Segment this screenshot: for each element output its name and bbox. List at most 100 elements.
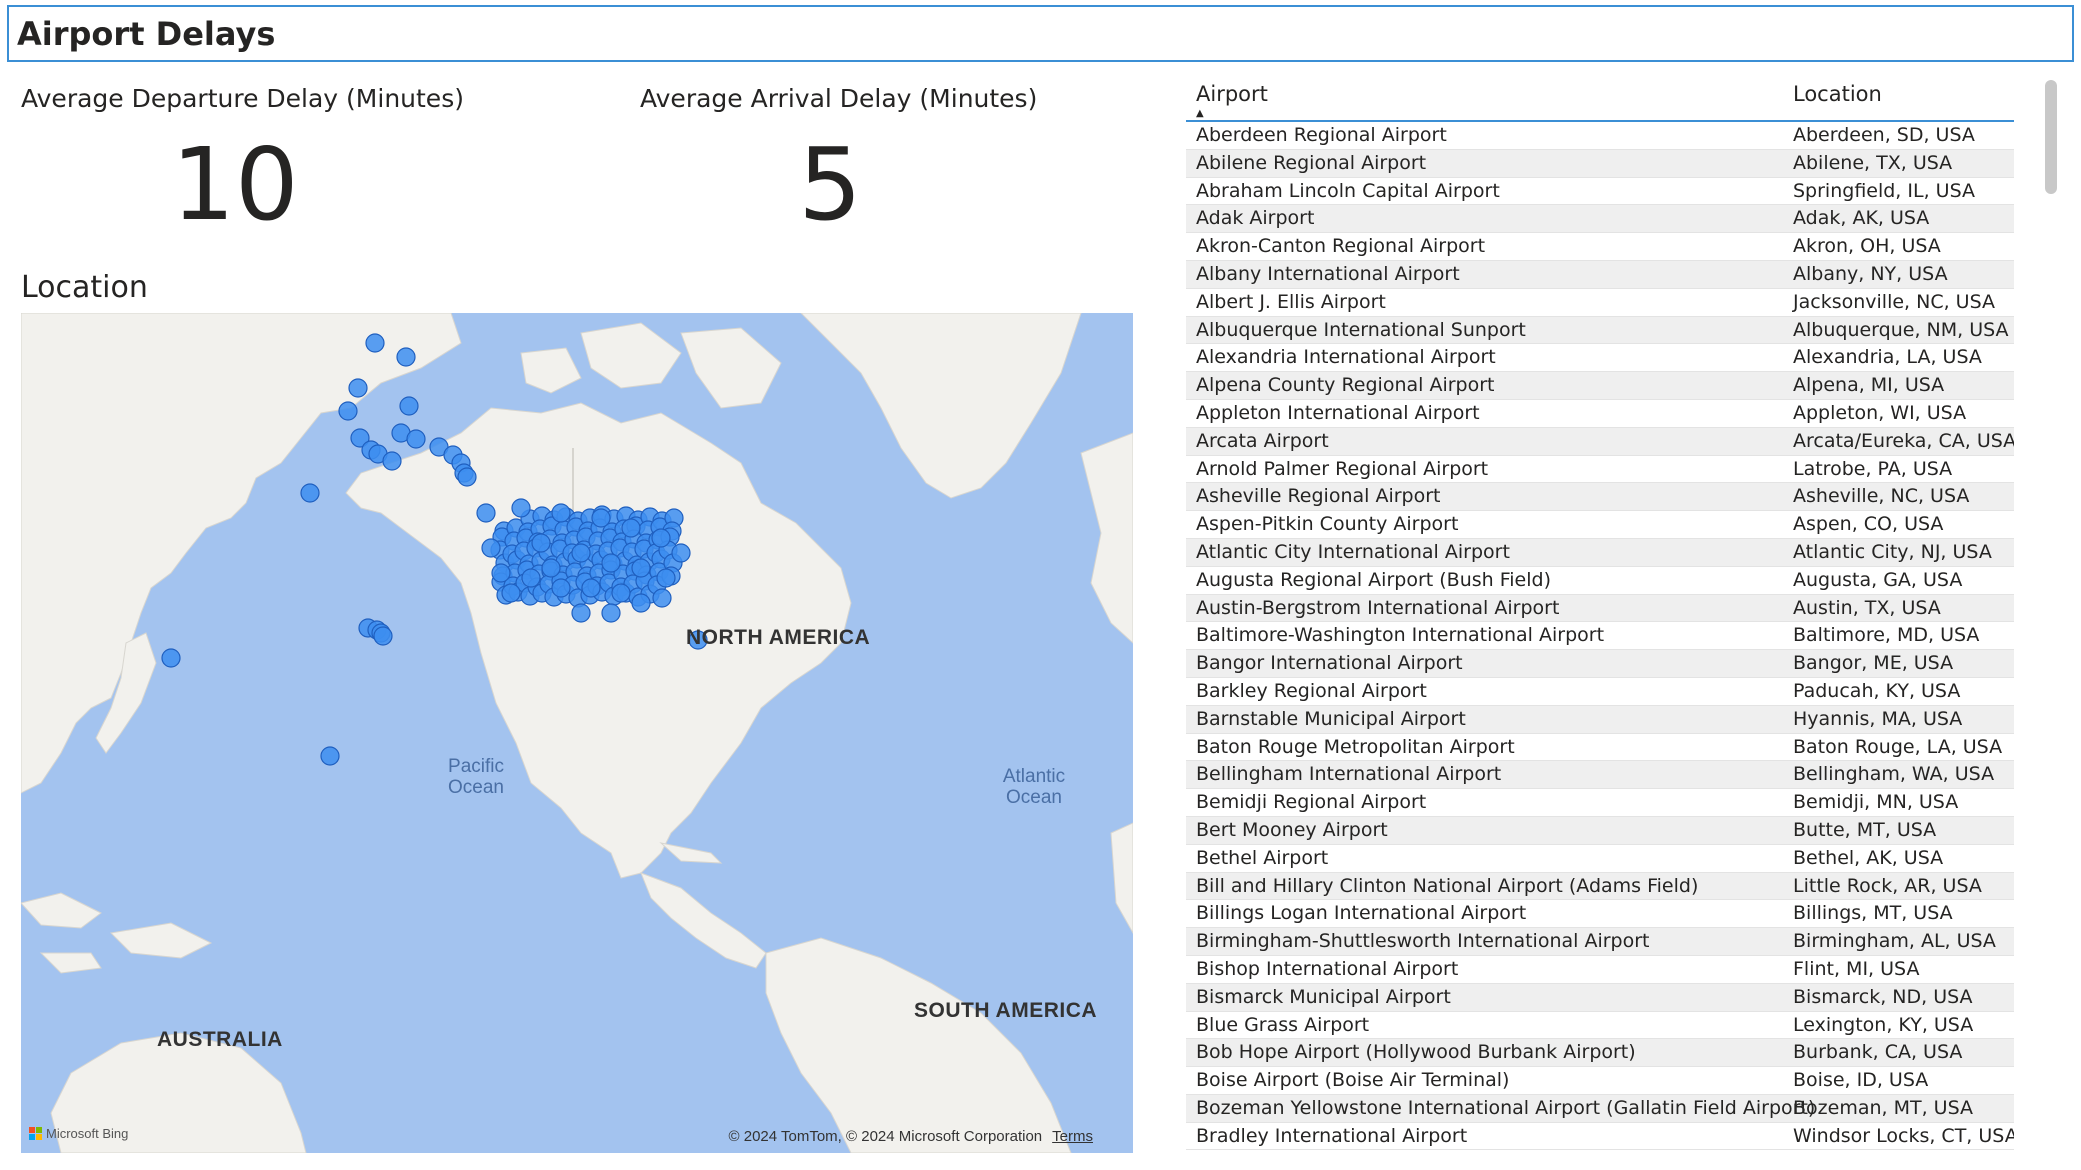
table-row[interactable]: Alpena County Regional Airport Alpena, MI…: [1186, 372, 2014, 400]
airport-marker[interactable]: [651, 528, 671, 548]
table-row[interactable]: Bemidji Regional Airport Bemidji, MN, USA: [1186, 789, 2014, 817]
table-row[interactable]: Bangor International Airport Bangor, ME, …: [1186, 650, 2014, 678]
table-row[interactable]: Atlantic City International Airport Atlan…: [1186, 538, 2014, 567]
table-row[interactable]: Aberdeen Regional Airport Aberdeen, SD, U…: [1186, 122, 2014, 150]
airport-markers: [161, 333, 708, 766]
airport-marker[interactable]: [399, 396, 419, 416]
cell-location: Atlantic City, NJ, USA: [1793, 540, 1992, 563]
airport-marker[interactable]: [511, 498, 531, 518]
table-row[interactable]: Albany International Airport Albany, NY, …: [1186, 260, 2014, 289]
airport-marker[interactable]: [601, 603, 621, 623]
airport-marker[interactable]: [457, 467, 477, 487]
cell-airport: Barkley Regional Airport: [1196, 679, 1427, 702]
column-header-location[interactable]: Location: [1793, 82, 1882, 106]
report-title: Airport Delays: [17, 15, 276, 53]
cell-location: Butte, MT, USA: [1793, 818, 1937, 841]
table-row[interactable]: Blue Grass Airport Lexington, KY, USA: [1186, 1012, 2014, 1040]
airport-marker[interactable]: [396, 347, 416, 367]
table-row[interactable]: Bob Hope Airport (Hollywood Burbank Airp…: [1186, 1039, 2014, 1068]
cell-location: Aberdeen, SD, USA: [1793, 124, 1975, 146]
table-row[interactable]: Barkley Regional Airport Paducah, KY, USA: [1186, 678, 2014, 706]
table-row[interactable]: Appleton International Airport Appleton, …: [1186, 400, 2014, 428]
airport-marker[interactable]: [656, 568, 676, 588]
table-row[interactable]: Boise Airport (Boise Air Terminal) Boise,…: [1186, 1067, 2014, 1095]
cell-airport: Adak Airport: [1196, 207, 1315, 230]
table-row[interactable]: Baltimore-Washington International Airpo…: [1186, 622, 2014, 651]
terms-link[interactable]: Terms: [1052, 1128, 1093, 1145]
airport-marker[interactable]: [491, 563, 511, 583]
airport-marker[interactable]: [406, 429, 426, 449]
arrival-delay-label: Average Arrival Delay (Minutes): [640, 84, 1038, 113]
airport-marker[interactable]: [365, 333, 385, 353]
airport-marker[interactable]: [601, 553, 621, 573]
table-row[interactable]: Akron-Canton Regional Airport Akron, OH, …: [1186, 233, 2014, 261]
table-row[interactable]: Bill and Hillary Clinton National Airpor…: [1186, 872, 2014, 901]
table-row[interactable]: Bradley International Airport Windsor Loc…: [1186, 1123, 2014, 1150]
airport-marker[interactable]: [688, 630, 708, 650]
table-row[interactable]: Bert Mooney Airport Butte, MT, USA: [1186, 816, 2014, 845]
table-row[interactable]: Bellingham International Airport Bellingh…: [1186, 761, 2014, 790]
airport-location-map[interactable]: NORTH AMERICA SOUTH AMERICA AUSTRALIA Pa…: [21, 313, 1133, 1153]
table-row[interactable]: Alexandria International Airport Alexandr…: [1186, 344, 2014, 373]
cell-airport: Bert Mooney Airport: [1196, 818, 1388, 841]
airport-marker[interactable]: [350, 428, 370, 448]
table-row[interactable]: Abilene Regional Airport Abilene, TX, USA: [1186, 149, 2014, 178]
airport-marker[interactable]: [541, 558, 561, 578]
atlantic-line2: Ocean: [1006, 787, 1062, 808]
airport-marker[interactable]: [621, 518, 641, 538]
airport-marker[interactable]: [581, 578, 601, 598]
airport-marker[interactable]: [300, 483, 320, 503]
airport-marker[interactable]: [531, 533, 551, 553]
cell-airport: Boise Airport (Boise Air Terminal): [1196, 1069, 1510, 1092]
airport-marker[interactable]: [320, 746, 340, 766]
table-row[interactable]: Asheville Regional Airport Asheville, NC,…: [1186, 483, 2014, 512]
table-row[interactable]: Barnstable Municipal Airport Hyannis, MA,…: [1186, 705, 2014, 734]
cell-airport: Billings Logan International Airport: [1196, 902, 1527, 925]
airport-marker[interactable]: [481, 538, 501, 558]
table-row[interactable]: Arnold Palmer Regional Airport Latrobe, P…: [1186, 456, 2014, 484]
airport-marker[interactable]: [631, 558, 651, 578]
table-row[interactable]: Bishop International Airport Flint, MI, U…: [1186, 956, 2014, 984]
airport-marker[interactable]: [611, 583, 631, 603]
cell-airport: Baton Rouge Metropolitan Airport: [1196, 735, 1515, 758]
airport-marker[interactable]: [571, 543, 591, 563]
airport-marker[interactable]: [373, 626, 393, 646]
airport-marker[interactable]: [501, 583, 521, 603]
airport-marker[interactable]: [591, 508, 611, 528]
table-row[interactable]: Abraham Lincoln Capital Airport Springfie…: [1186, 178, 2014, 206]
table-row[interactable]: Bethel Airport Bethel, AK, USA: [1186, 845, 2014, 873]
airport-marker[interactable]: [551, 503, 571, 523]
airport-table: Airport ▲ Location Aberdeen Regional Air…: [1186, 80, 2014, 1150]
table-row[interactable]: Augusta Regional Airport (Bush Field) Aug…: [1186, 567, 2014, 595]
cell-location: Birmingham, AL, USA: [1793, 930, 1996, 953]
table-row[interactable]: Albuquerque International Sunport Albuque…: [1186, 316, 2014, 345]
table-row[interactable]: Albert J. Ellis Airport Jacksonville, NC,…: [1186, 289, 2014, 317]
cell-airport: Alexandria International Airport: [1196, 346, 1496, 369]
airport-marker[interactable]: [671, 543, 691, 563]
column-header-airport[interactable]: Airport: [1196, 82, 1268, 106]
table-row[interactable]: Bismarck Municipal Airport Bismarck, ND, …: [1186, 983, 2014, 1012]
airport-marker[interactable]: [652, 588, 672, 608]
airport-marker[interactable]: [631, 593, 651, 613]
airport-marker[interactable]: [571, 603, 591, 623]
airport-marker[interactable]: [161, 648, 181, 668]
cell-airport: Arnold Palmer Regional Airport: [1196, 457, 1489, 480]
departure-delay-value: 10: [171, 126, 299, 243]
airport-marker[interactable]: [521, 568, 541, 588]
airport-marker[interactable]: [348, 378, 368, 398]
table-row[interactable]: Austin-Bergstrom International Airport Au…: [1186, 594, 2014, 623]
table-row[interactable]: Arcata Airport Arcata/Eureka, CA, USA: [1186, 427, 2014, 456]
cell-airport: Abilene Regional Airport: [1196, 151, 1427, 174]
table-row[interactable]: Aspen-Pitkin County Airport Aspen, CO, US…: [1186, 511, 2014, 539]
airport-marker[interactable]: [551, 578, 571, 598]
table-row[interactable]: Adak Airport Adak, AK, USA: [1186, 205, 2014, 234]
table-row[interactable]: Billings Logan International Airport Bill…: [1186, 900, 2014, 929]
airport-marker[interactable]: [338, 401, 358, 421]
table-row[interactable]: Bozeman Yellowstone International Airpor…: [1186, 1094, 2014, 1123]
cell-location: Latrobe, PA, USA: [1793, 457, 1953, 480]
airport-marker[interactable]: [476, 503, 496, 523]
table-row[interactable]: Birmingham-Shuttlesworth International A…: [1186, 928, 2014, 956]
table-row[interactable]: Baton Rouge Metropolitan Airport Baton Ro…: [1186, 734, 2014, 762]
airport-marker[interactable]: [382, 451, 402, 471]
table-scrollbar[interactable]: [2045, 80, 2057, 194]
